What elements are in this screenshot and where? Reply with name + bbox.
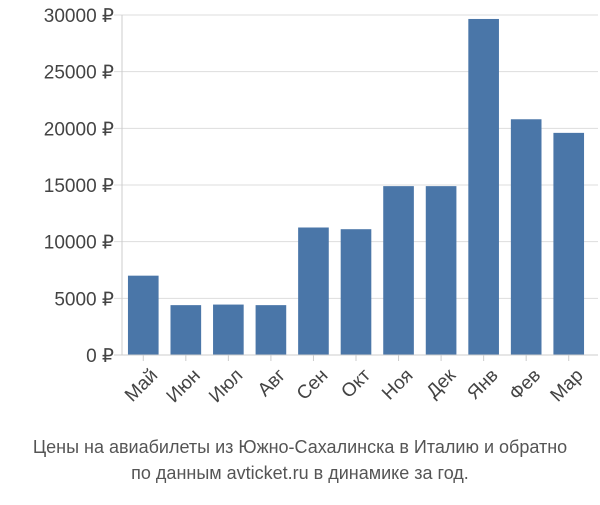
x-tick-label: Дек	[423, 365, 461, 403]
x-tick-label: Мар	[547, 365, 588, 406]
bar	[383, 186, 414, 355]
bar	[170, 305, 202, 355]
y-tick-labels: 0 ₽ 5000 ₽ 10000 ₽ 15000 ₽ 20000 ₽ 25000 ₽ 300…	[44, 6, 114, 367]
y-tick-label: 10000 ₽	[44, 233, 114, 254]
x-tick-label: Окт	[337, 365, 375, 403]
axes	[114, 15, 598, 361]
bar	[425, 186, 457, 355]
x-tick-labels: Май Июн Июл Авг Сен Окт Ноя Дек Янв Фев Мар	[121, 365, 588, 408]
y-tick-label: 0 ₽	[86, 346, 114, 367]
bar	[340, 229, 372, 355]
x-tick-label: Янв	[463, 365, 502, 404]
y-tick-label: 15000 ₽	[44, 176, 114, 197]
bar	[510, 119, 542, 356]
y-tick-label: 30000 ₽	[44, 6, 114, 27]
bar	[213, 304, 244, 355]
x-tick-label: Май	[121, 365, 162, 406]
bar	[255, 305, 287, 355]
chart-caption-line-2: по данным avticket.ru в динамике за год.	[131, 463, 469, 483]
x-tick-label: Ноя	[378, 365, 417, 404]
x-tick-label: Авг	[254, 365, 290, 401]
y-tick-label: 5000 ₽	[54, 289, 114, 310]
bars	[127, 18, 585, 356]
x-tick-label: Фев	[505, 365, 545, 405]
x-tick-label: Июн	[163, 365, 205, 407]
bar	[127, 275, 159, 355]
bar	[553, 132, 585, 355]
y-tick-label: 20000 ₽	[44, 119, 114, 140]
y-tick-label: 25000 ₽	[44, 63, 114, 84]
chart-caption-line-1: Цены на авиабилеты из Южно-Сахалинска в …	[32, 437, 568, 457]
x-tick-label: Июл	[205, 365, 247, 407]
bar	[468, 18, 499, 355]
x-tick-label: Сен	[293, 365, 332, 404]
bar	[298, 227, 329, 355]
